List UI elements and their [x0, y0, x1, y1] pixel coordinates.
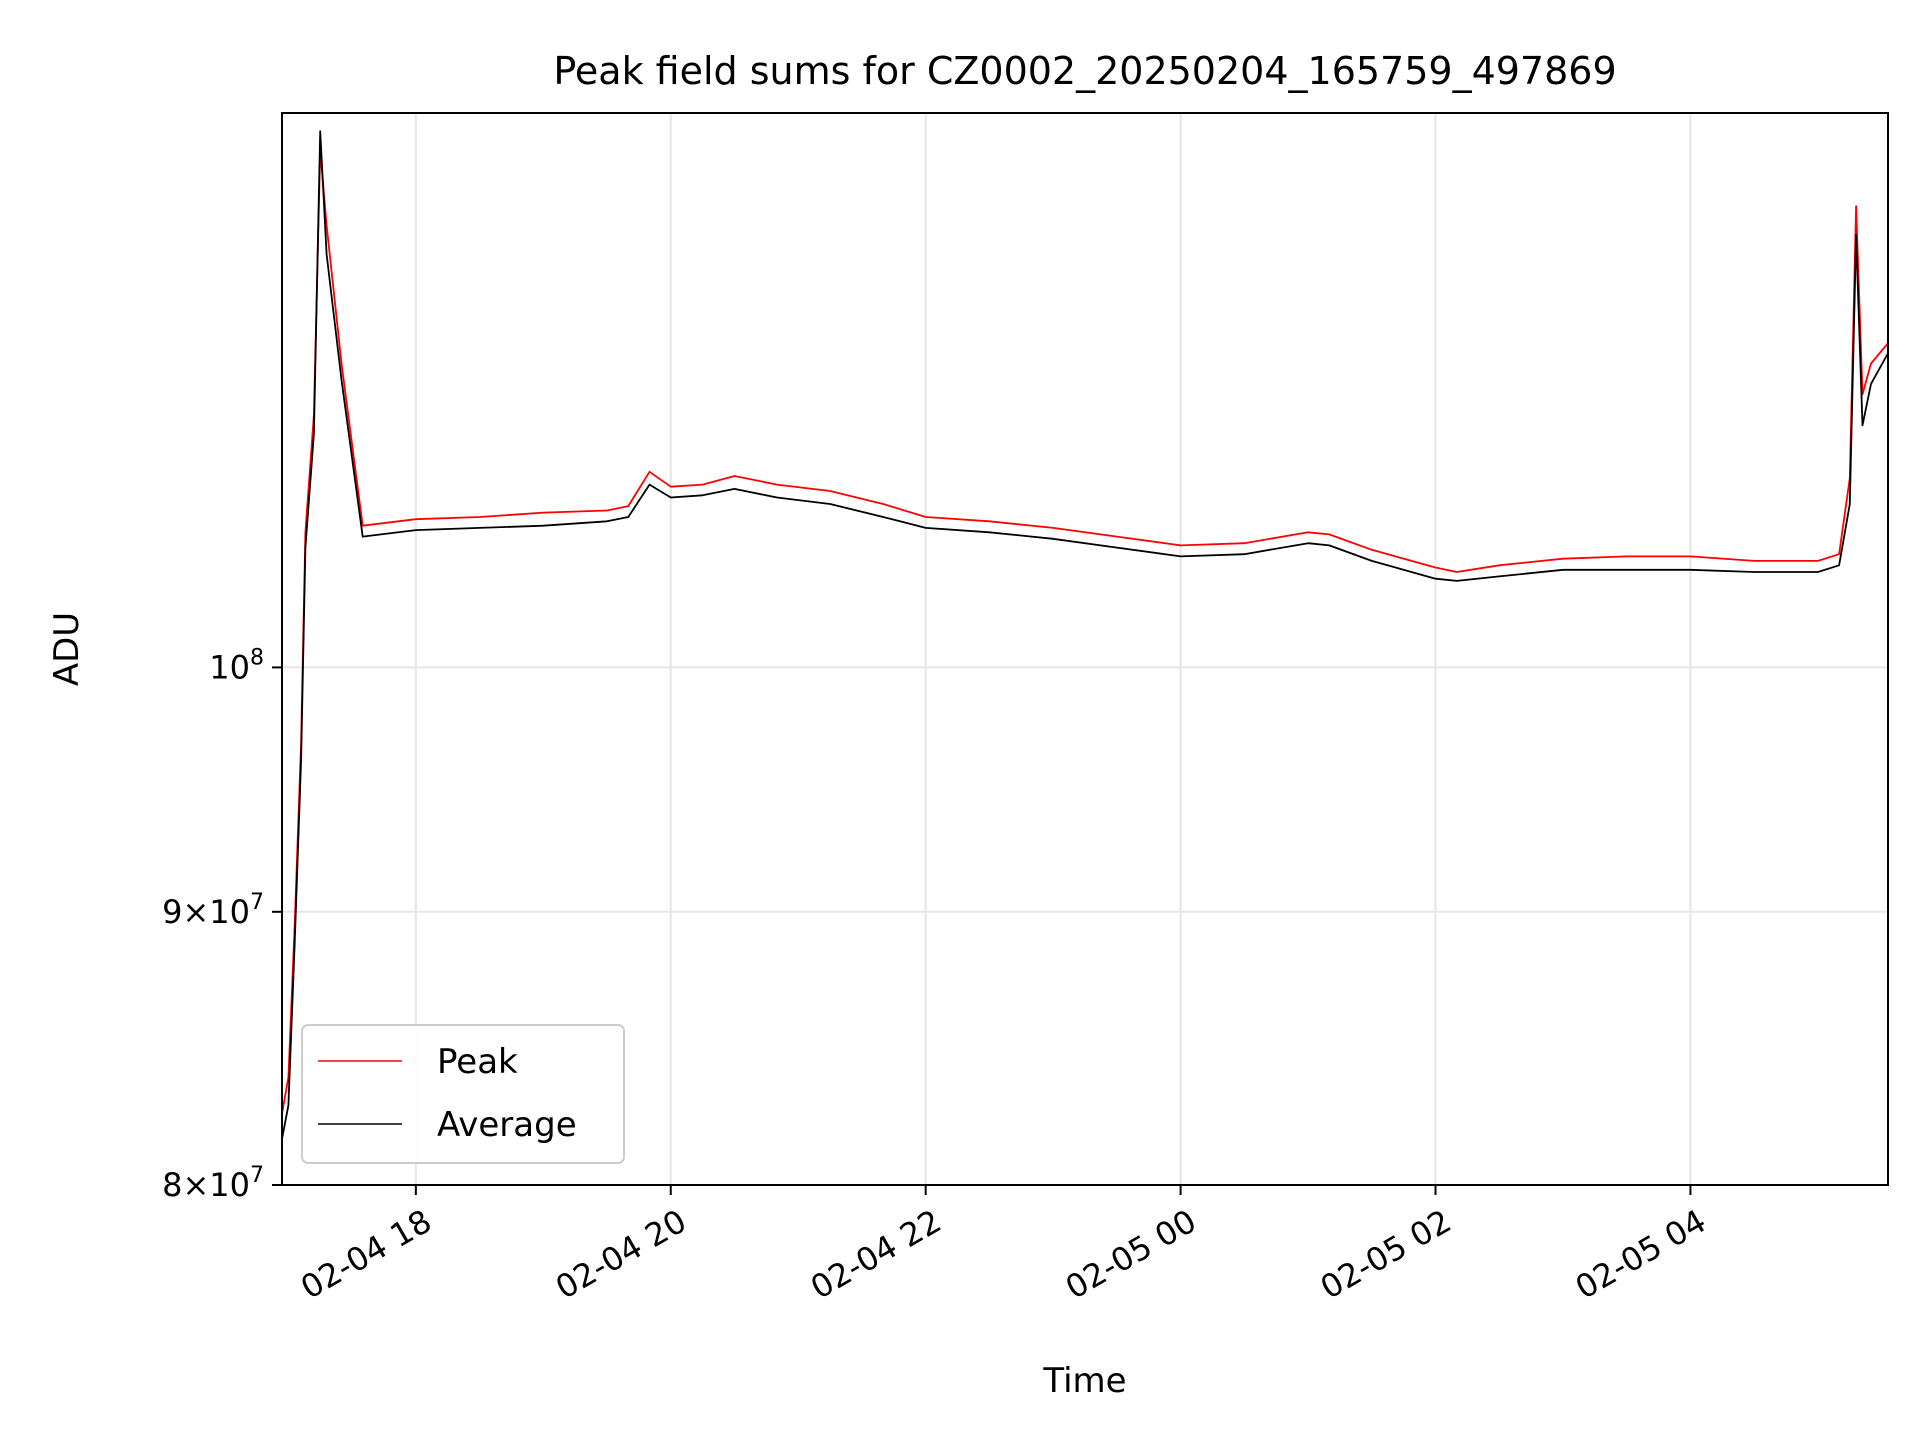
- plot-frame: [281, 112, 1889, 1186]
- y-tick-label: 9×107: [162, 890, 264, 931]
- series-layer: [282, 130, 1888, 1140]
- legend-box: [301, 1024, 625, 1164]
- x-axis-label: Time: [1042, 1361, 1126, 1401]
- legend-label-average: Average: [437, 1105, 577, 1145]
- y-axis-ticks: 8×107 9×107 108: [162, 645, 282, 1204]
- series-line-peak: [282, 148, 1888, 1114]
- y-tick-label: 8×107: [162, 1163, 264, 1204]
- series-line-average: [282, 130, 1888, 1140]
- legend: Peak Average: [301, 1024, 625, 1164]
- legend-label-peak: Peak: [437, 1042, 518, 1082]
- chart-title: Peak field sums for CZ0002_20250204_1657…: [553, 49, 1616, 93]
- y-axis-label: ADU: [47, 612, 87, 686]
- y-tick-label: 108: [209, 645, 264, 686]
